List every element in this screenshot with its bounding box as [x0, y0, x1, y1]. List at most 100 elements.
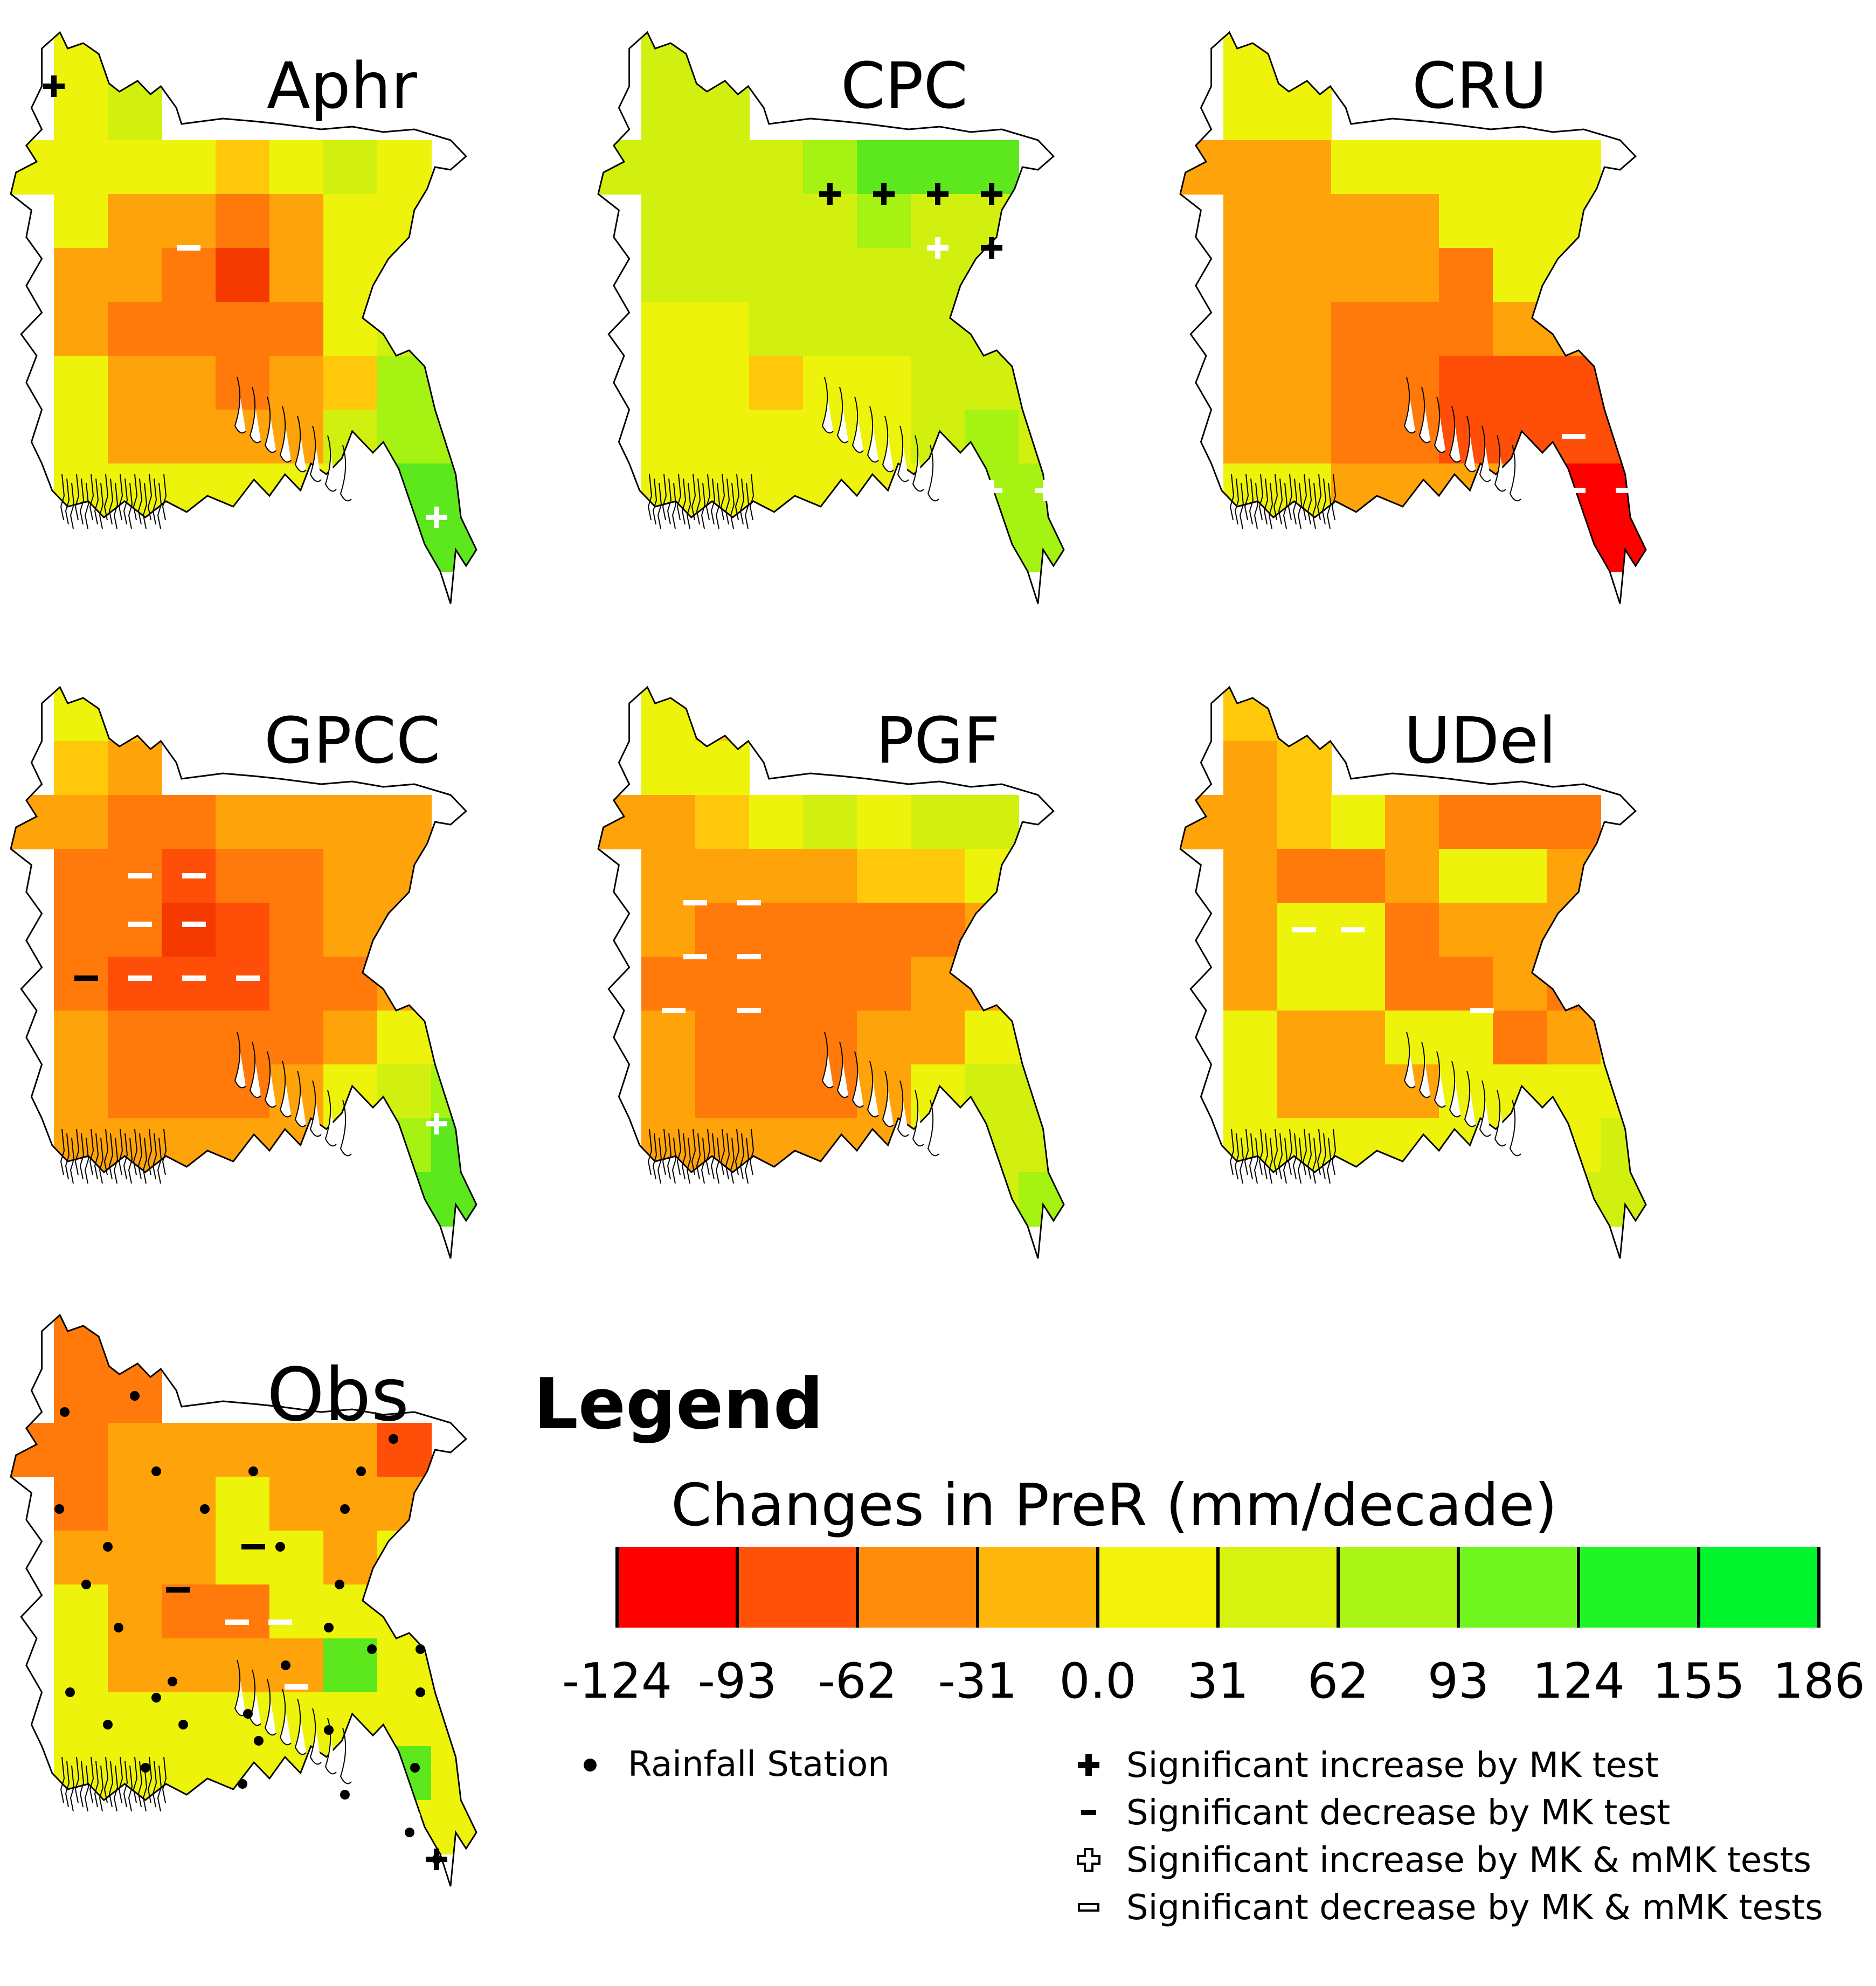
increase-mk-marker — [927, 183, 949, 205]
country-outline — [597, 31, 1065, 604]
grid-cell — [54, 1584, 108, 1639]
grid-cell — [1277, 849, 1332, 903]
grid-cell — [108, 1531, 162, 1585]
panel-title: CRU — [1412, 49, 1547, 123]
grid-cell — [1019, 1064, 1064, 1119]
panel-title: PGF — [876, 703, 1000, 778]
grid-cell — [857, 302, 911, 356]
grid-cell — [1019, 356, 1064, 410]
grid-cell — [695, 248, 750, 302]
grid-cell — [377, 1172, 432, 1227]
grid-cell — [54, 1531, 108, 1585]
grid-cell — [1223, 194, 1278, 248]
grid-cell — [54, 795, 108, 849]
grid-cell — [1277, 741, 1332, 795]
map-panel-pgf: PGF — [597, 686, 1065, 1259]
grid-cell — [1439, 957, 1493, 1011]
grid-cell — [1277, 1011, 1332, 1065]
color-scale-swatch — [1098, 1547, 1219, 1628]
decrease-mk-marker — [74, 975, 98, 981]
grid-cell — [1439, 140, 1493, 195]
grid-cell — [162, 1692, 216, 1747]
coastal-delta-lines — [647, 1032, 939, 1184]
grid-cell — [54, 140, 108, 195]
grid-cell — [108, 32, 162, 87]
grid-cell — [1385, 849, 1439, 903]
grid-cell — [54, 1692, 108, 1747]
grid-cell — [1439, 795, 1493, 849]
grid-cell — [431, 1800, 476, 1854]
grid-cell — [1331, 302, 1386, 356]
grid-cell — [911, 903, 965, 957]
grid-cell — [911, 795, 965, 849]
grid-cell — [216, 1746, 270, 1801]
rainfall-station-dot — [243, 1709, 253, 1719]
grid-cell — [749, 410, 804, 464]
color-scale-swatch — [1699, 1547, 1819, 1628]
increase-mk-marker — [981, 237, 1002, 259]
grid-cell — [1019, 302, 1064, 356]
color-scale-swatch — [737, 1547, 858, 1628]
grid-cell — [1439, 356, 1493, 410]
grid-cell — [641, 849, 696, 903]
grid-cell — [323, 957, 378, 1011]
grid-cell — [323, 1477, 378, 1531]
map-panel-cpc: CPC — [597, 31, 1065, 604]
grid-cell — [1547, 903, 1601, 957]
rainfall-station-dot — [281, 1660, 290, 1670]
symbol-legend-item: Significant decrease by MK test — [1081, 1793, 1670, 1833]
symbol-legend-item: Significant increase by MK test — [1078, 1746, 1658, 1786]
grid-cell — [749, 957, 804, 1011]
grid-cell — [641, 194, 696, 248]
grid-cell — [216, 1584, 270, 1639]
grid-cell — [162, 1531, 216, 1585]
grid-cell — [377, 1800, 432, 1854]
grid-cell — [1601, 302, 1646, 356]
grid-cell — [269, 356, 324, 410]
decrease-mk-mmk-marker — [236, 975, 260, 981]
rainfall-station-dot — [103, 1542, 113, 1552]
grid-cell — [108, 140, 162, 195]
grid-cell — [1547, 140, 1601, 195]
grid-cell — [377, 410, 432, 464]
plus-icon — [1078, 1754, 1099, 1776]
rainfall-station-dot — [168, 1677, 177, 1686]
grid-cell — [1601, 957, 1646, 1011]
grid-cell — [108, 248, 162, 302]
grid-cell — [1385, 302, 1439, 356]
decrease-mk-mmk-marker — [268, 1620, 292, 1625]
grid-cell — [803, 957, 857, 1011]
decrease-mk-mmk-marker — [1470, 1008, 1494, 1013]
increase-mk-mmk-marker — [927, 237, 949, 259]
rainfall-station-dot — [81, 1580, 91, 1589]
rainfall-station-dot — [65, 1687, 75, 1697]
rainfall-station-dot — [356, 1466, 366, 1476]
grid-cell — [857, 795, 911, 849]
grid-cell — [377, 1064, 432, 1119]
grid-cell — [162, 903, 216, 957]
grid-cell — [1277, 410, 1332, 464]
grid-cell — [749, 1064, 804, 1119]
increase-mk-mmk-marker — [426, 1113, 447, 1134]
grid-cell — [1019, 1172, 1064, 1227]
grid-cell — [1277, 86, 1332, 141]
grid-cell — [1439, 1011, 1493, 1065]
color-scale-tick-label: 93 — [1428, 1653, 1490, 1710]
grid-cell — [54, 356, 108, 410]
grid-cell — [269, 1584, 324, 1639]
grid-cell — [1493, 849, 1547, 903]
coastal-delta-lines — [60, 1659, 352, 1812]
grid-cell — [162, 1584, 216, 1639]
grid-cell — [377, 1531, 432, 1585]
grid-cell — [1331, 957, 1386, 1011]
color-scale-swatch — [1218, 1547, 1339, 1628]
grid-cell — [749, 248, 804, 302]
country-border — [597, 31, 1065, 604]
grid-cell — [377, 903, 432, 957]
grid-cell — [641, 86, 696, 141]
grid-cell — [1493, 140, 1547, 195]
grid-cell — [749, 356, 804, 410]
grid-cell — [323, 903, 378, 957]
decrease-mk-mmk-marker — [1562, 434, 1586, 439]
